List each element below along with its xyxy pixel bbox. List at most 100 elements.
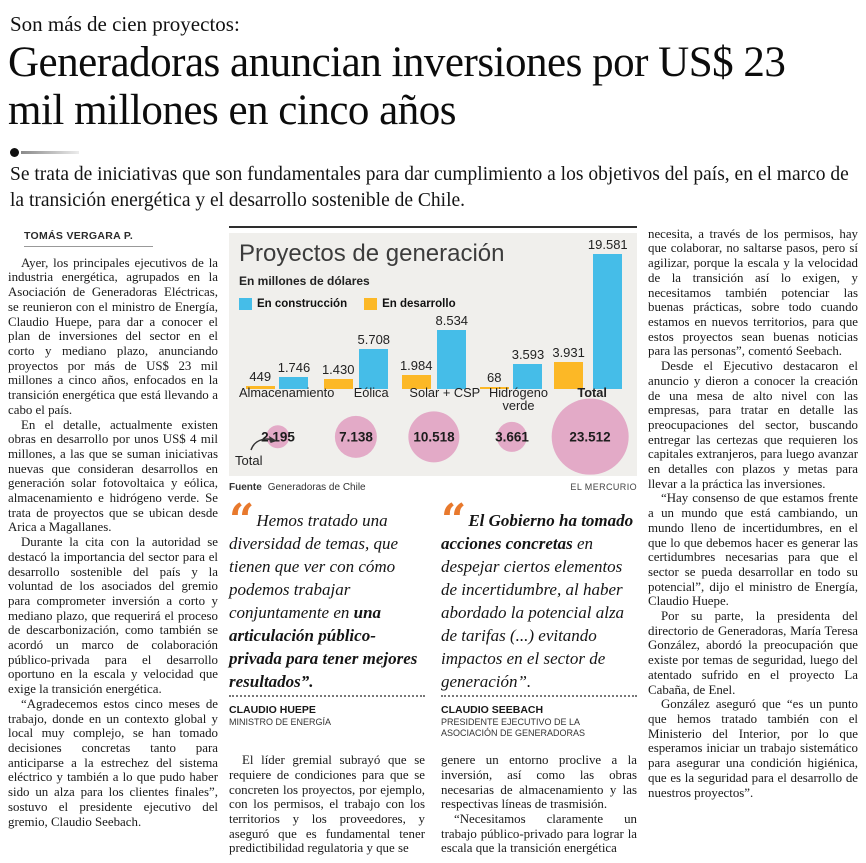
quote-text: “Hemos tratado una diversidad de temas, … (229, 498, 425, 695)
legend-label: En desarrollo (382, 297, 456, 310)
bubble-value-label: 2.195 (261, 429, 295, 445)
paragraph: genere un entorno proclive a la inversió… (441, 753, 637, 812)
paragraph: Por su parte, la presidenta del director… (648, 609, 858, 697)
bar-En desarrollo-Almacenamiento: 449 (245, 369, 275, 389)
quote-role: MINISTRO DE ENERGÍA (229, 716, 332, 727)
chart-category-labels: Almacenamiento Eólica Solar + CSP Hidrógeno… (239, 386, 629, 413)
total-pointer-label: Total (235, 452, 263, 468)
category-label: Total (577, 384, 607, 400)
paragraph: Durante la cita con la autoridad se dest… (8, 535, 218, 697)
bar-group-Hidrógeno verde: 68 3.593 (473, 347, 551, 389)
source-label: Fuente (229, 481, 262, 493)
bar-value-label: 68 (486, 370, 502, 386)
bullet-icon (10, 148, 19, 158)
paragraph: Ayer, los principales ejecutivos de la i… (8, 255, 218, 417)
article-column-middle: Proyectos de generación En millones de d… (229, 225, 637, 856)
quote-role: PRESIDENTE EJECUTIVO DE LA ASOCIACIÓN DE… (441, 716, 586, 739)
bar-value-label: 19.581 (587, 236, 628, 252)
pull-quote-huepe: “Hemos tratado una diversidad de temas, … (229, 498, 425, 740)
bubble-circle (334, 415, 378, 458)
bar (593, 253, 623, 389)
paragraph: “Agradecemos estos cinco meses de trabaj… (8, 696, 218, 829)
legend-swatch-blue-icon (239, 297, 252, 310)
middle-continuation: El líder gremial subrayó que se requiere… (229, 753, 637, 856)
total-bubble-Hidrógeno verde: 3.661 (473, 401, 551, 473)
bar-value-label: 3.931 (552, 344, 585, 360)
bar (479, 387, 509, 389)
category-label: Almacenamiento (239, 384, 335, 400)
bar (279, 376, 309, 389)
bar-En construcción-Total: 19.581 (588, 237, 628, 389)
legend-item-desarrollo: En desarrollo (364, 297, 456, 310)
bubble-circle (496, 421, 528, 452)
bar-group-Almacenamiento: 449 1.746 (239, 360, 317, 389)
quote-part-bold: El Gobierno ha tomado acciones concretas (441, 510, 634, 553)
quote-author: CLAUDIO SEEBACH (441, 703, 544, 716)
bar-group-Solar + CSP: 1.984 8.534 (395, 313, 473, 389)
article-body: TOMÁS VERGARA P. Ayer, los principales e… (8, 225, 858, 856)
chart-source-row: Fuente Generadoras de Chile EL MERCURIO (229, 482, 637, 493)
bar-value-label: 1.984 (399, 358, 433, 374)
quote-text: “El Gobierno ha tomado acciones concreta… (441, 498, 637, 695)
headline: Generadoras anuncian inversiones por US$… (8, 39, 786, 135)
bar-En construcción-Eólica: 5.708 (357, 332, 391, 389)
quote-part: en despejar ciertos elementos de incerti… (441, 533, 625, 691)
bubble-value-label: 7.138 (339, 429, 373, 445)
divider-line (21, 151, 79, 155)
total-bubble-Solar + CSP: 10.518 (395, 401, 473, 473)
right-column-text: necesita, a través de los permisos, hay … (648, 227, 858, 800)
bar (359, 349, 389, 389)
paragraph: Desde el Ejecutivo destacaron el anuncio… (648, 359, 858, 491)
pull-quote-seebach: “El Gobierno ha tomado acciones concreta… (441, 498, 637, 740)
paragraph: necesita, a través de los permisos, hay … (648, 226, 858, 359)
bar-group-Total: 3.931 19.581 (551, 237, 629, 389)
bar (554, 361, 584, 389)
bubble-circle (266, 425, 290, 449)
paragraph: En el detalle, actualmente existen obras… (8, 417, 218, 535)
paragraph: “Hay consenso de que estamos frente a un… (648, 491, 858, 609)
bar-En construcción-Solar + CSP: 8.534 (435, 312, 469, 389)
bar-value-label: 1.430 (321, 361, 355, 377)
article-column-right: necesita, a través de los permisos, hay … (648, 226, 858, 856)
bar-En desarrollo-Total: 3.931 (552, 345, 585, 389)
dotted-separator (229, 694, 425, 697)
chart-legend: En construcción En desarrollo (239, 297, 456, 310)
generation-projects-chart: Proyectos de generación En millones de d… (229, 232, 637, 476)
chart-source: Fuente Generadoras de Chile (229, 482, 366, 493)
quote-author: CLAUDIO HUEPE (229, 703, 316, 716)
bubble-value-label: 3.661 (495, 429, 529, 445)
paragraph: El líder gremial subrayó que se requiere… (229, 753, 425, 856)
bar-value-label: 1.746 (277, 359, 311, 375)
bar-En construcción-Hidrógeno verde: 3.593 (512, 347, 544, 389)
category-label: Solar + CSP (409, 384, 481, 400)
quote-part: Hemos tratado una diversidad de temas, q… (229, 510, 399, 622)
total-bubble-Total: 23.512 (551, 398, 629, 476)
paragraph: “Necesitamos claramente un trabajo públi… (441, 811, 637, 856)
bar-value-label: 8.534 (435, 312, 469, 328)
headline-divider (10, 148, 858, 158)
chart-total-bubbles: 2.195 7.138 10.518 3.661 23.512 (239, 398, 629, 476)
total-bubble-Eólica: 7.138 (317, 401, 395, 473)
bar-En desarrollo-Solar + CSP: 1.984 (400, 358, 433, 389)
chart-title: Proyectos de generación (239, 239, 505, 267)
bar (437, 329, 467, 389)
total-pointer: Total (235, 433, 295, 473)
bar-value-label: 5.708 (357, 332, 391, 348)
byline: TOMÁS VERGARA P. (24, 230, 154, 247)
chart-credit: EL MERCURIO (570, 481, 637, 492)
bubble-circle (408, 411, 460, 463)
bubble-circle (551, 398, 629, 476)
chart-subtitle: En millones de dólares (239, 273, 370, 288)
bar (513, 364, 543, 389)
article-column-left: TOMÁS VERGARA P. Ayer, los principales e… (8, 226, 218, 856)
bar-En construcción-Almacenamiento: 1.746 (277, 359, 311, 389)
pull-quotes: “Hemos tratado una diversidad de temas, … (229, 498, 637, 740)
bar-group-Eólica: 1.430 5.708 (317, 332, 395, 389)
legend-item-construccion: En construcción (239, 297, 347, 310)
deck: Se trata de iniciativas que son fundamen… (10, 164, 849, 212)
paragraph: González aseguró que “es un punto que he… (648, 697, 858, 800)
bar-En desarrollo-Eólica: 1.430 (322, 362, 355, 389)
middle-right-text: genere un entorno proclive a la inversió… (441, 753, 637, 856)
bubble-value-label: 10.518 (413, 429, 455, 445)
kicker: Son más de cien proyectos: (10, 12, 240, 36)
